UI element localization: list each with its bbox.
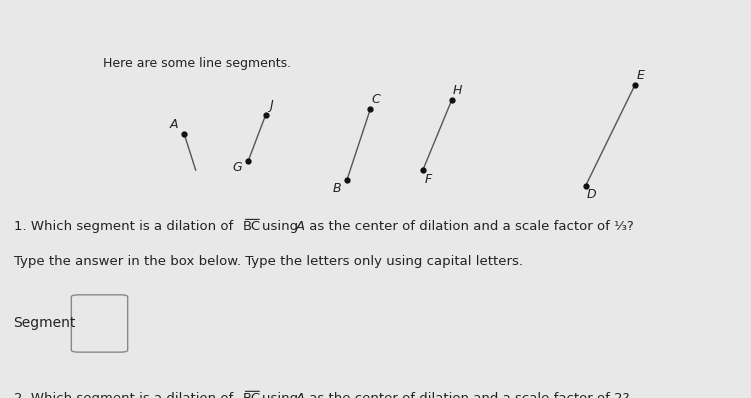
Text: C: C <box>372 94 381 106</box>
Text: using: using <box>262 220 303 233</box>
Text: BC: BC <box>243 392 261 398</box>
Text: 1. Which segment is a dilation of: 1. Which segment is a dilation of <box>14 220 237 233</box>
Text: B: B <box>332 182 341 195</box>
Text: A: A <box>296 220 305 233</box>
Text: as the center of dilation and a scale factor of 2?: as the center of dilation and a scale fa… <box>305 392 629 398</box>
FancyBboxPatch shape <box>71 295 128 352</box>
Text: Segment: Segment <box>14 316 76 330</box>
Text: F: F <box>425 173 432 186</box>
Text: Here are some line segments.: Here are some line segments. <box>103 57 291 70</box>
Text: as the center of dilation and a scale factor of ¹⁄₃?: as the center of dilation and a scale fa… <box>305 220 634 233</box>
Text: using: using <box>262 392 303 398</box>
Text: J: J <box>270 100 273 113</box>
Text: H: H <box>453 84 463 97</box>
Text: E: E <box>637 69 645 82</box>
Text: A: A <box>296 392 305 398</box>
Text: BC: BC <box>243 220 261 233</box>
Text: A: A <box>170 118 178 131</box>
Text: D: D <box>587 188 596 201</box>
Text: 2. Which segment is a dilation of: 2. Which segment is a dilation of <box>14 392 237 398</box>
Text: Type the answer in the box below. Type the letters only using capital letters.: Type the answer in the box below. Type t… <box>14 255 523 268</box>
Text: G: G <box>233 161 243 174</box>
